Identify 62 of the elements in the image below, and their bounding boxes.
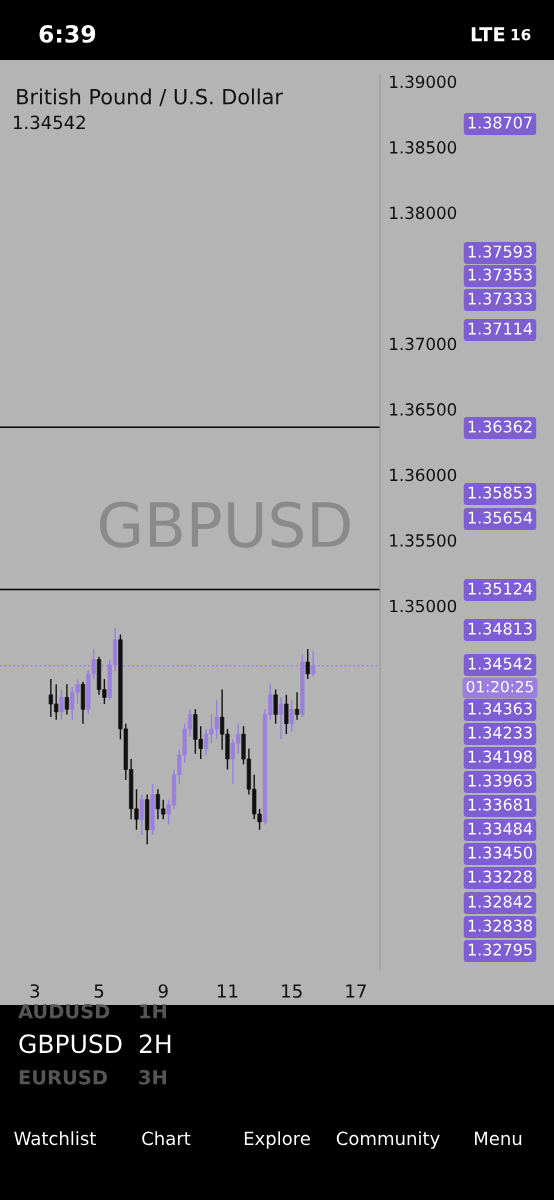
text: 3H — [139, 1069, 167, 1085]
x-tick-label: 3 — [30, 984, 40, 998]
text: 6:39 — [39, 24, 96, 43]
candlestick — [289, 699, 294, 733]
text: 1.34233 — [468, 726, 532, 739]
text: Menu — [474, 1131, 522, 1146]
text: Chart — [142, 1131, 191, 1146]
x-tick-label: 15 — [282, 984, 302, 998]
annotation: 1.34542 — [13, 115, 85, 130]
y-tick-label: 1.39000 — [390, 75, 457, 89]
text: AUDUSD — [18, 1003, 110, 1019]
text: 1.32838 — [468, 919, 532, 932]
text: 1.34363 — [468, 702, 532, 715]
text: 1.37333 — [468, 292, 532, 305]
text: LTE — [471, 27, 505, 42]
text: 01:20:25 — [466, 680, 533, 693]
text: 1H — [140, 1004, 167, 1019]
text: 1.33484 — [468, 822, 533, 835]
y-tick-label: 1.36500 — [390, 403, 457, 416]
text: 1.37114 — [468, 322, 533, 335]
text: 16 — [511, 28, 531, 41]
text: Community — [336, 1131, 440, 1149]
text: 1.32795 — [468, 943, 532, 956]
text: 1.34813 — [468, 622, 532, 635]
text: 1.36362 — [468, 420, 532, 433]
text: British Pound / U.S. Dollar — [17, 88, 283, 107]
text: Explore — [244, 1131, 310, 1149]
text: 1.37593 — [468, 245, 532, 258]
candlestick — [278, 696, 284, 741]
candlestick — [294, 691, 300, 721]
candlestick — [139, 793, 144, 836]
y-tick-label: 1.38500 — [390, 141, 457, 154]
y-tick-label: 1.38000 — [390, 206, 457, 220]
candlestick — [305, 648, 310, 680]
text: 1.33681 — [468, 798, 532, 811]
x-tick-label: 17 — [346, 984, 366, 998]
text: 1.34542 — [468, 657, 532, 670]
y-tick-label: 1.37000 — [390, 337, 457, 351]
text: 2H — [139, 1034, 171, 1053]
text: 1.33228 — [468, 870, 532, 883]
x-tick-label: 5 — [94, 984, 104, 998]
text: GBPUSD — [19, 1034, 122, 1054]
text: 1.37353 — [468, 268, 532, 281]
text: 1.38707 — [468, 116, 532, 129]
y-tick-label: 1.35000 — [390, 599, 457, 613]
text: 1.35124 — [468, 582, 533, 595]
x-tick-label: 11 — [217, 984, 238, 998]
candlestick — [59, 688, 64, 721]
text: EURUSD — [19, 1069, 107, 1085]
text: 1.34198 — [468, 750, 532, 763]
x-tick-label: 9 — [158, 984, 168, 998]
text: 1.33963 — [468, 774, 532, 787]
text: 1.32842 — [468, 895, 532, 908]
text: 1.35853 — [468, 486, 532, 499]
text: Watchlist — [14, 1131, 96, 1146]
candlestick — [284, 694, 289, 735]
text: 1.33450 — [468, 846, 532, 859]
y-tick-label: 1.35500 — [390, 534, 457, 547]
candlestick — [64, 683, 70, 716]
text: 1.35654 — [468, 511, 533, 524]
y-tick-label: 1.36000 — [390, 468, 457, 482]
candlestick — [273, 688, 278, 725]
